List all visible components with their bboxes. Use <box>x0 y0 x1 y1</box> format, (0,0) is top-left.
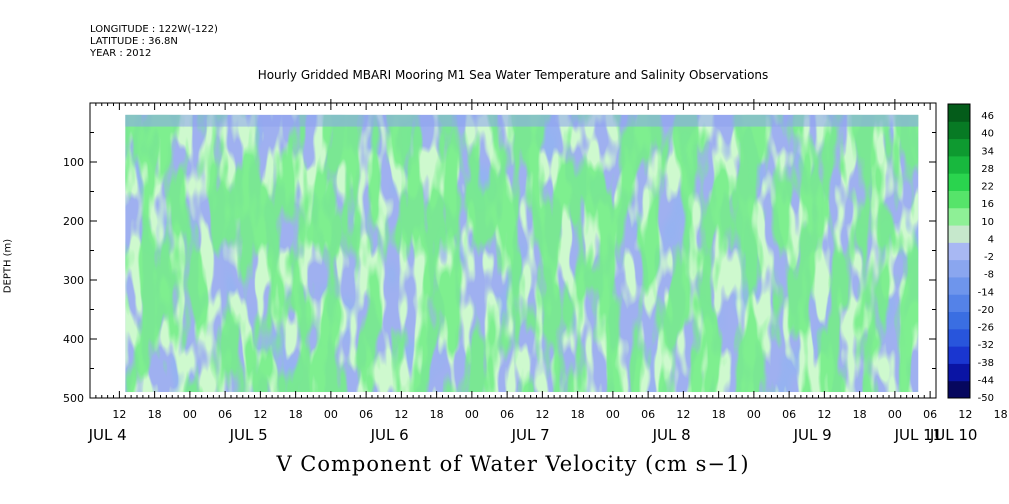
y-tick-label: 200 <box>63 215 84 228</box>
x-hour-tick-label: 12 <box>958 408 972 421</box>
colorbar-label: 4 <box>988 234 994 245</box>
colorbar-label: -44 <box>978 375 994 386</box>
colorbar-label: 10 <box>981 217 994 228</box>
colorbar-label: -14 <box>978 287 994 298</box>
colorbar-swatch <box>948 190 970 209</box>
colorbar-label: 40 <box>981 129 994 140</box>
colorbar-label: -20 <box>978 305 994 316</box>
colorbar-label: -26 <box>978 323 994 334</box>
x-hour-tick-label: 06 <box>923 408 937 421</box>
longitude-label: LONGITUDE : 122W(-122) <box>90 24 218 35</box>
x-day-label: JUL 6 <box>370 426 409 444</box>
chart-title: Hourly Gridded MBARI Mooring M1 Sea Wate… <box>257 68 769 82</box>
x-hour-tick-label: 06 <box>359 408 373 421</box>
colorbar-label: 34 <box>981 146 994 157</box>
colorbar-label: -50 <box>978 393 994 404</box>
colorbar-swatch <box>948 380 970 399</box>
colorbar-swatch <box>948 138 970 157</box>
y-tick-label: 300 <box>63 274 84 287</box>
x-hour-tick-label: 06 <box>782 408 796 421</box>
heatmap-surface-band <box>125 114 919 127</box>
colorbar-label: 16 <box>981 199 994 210</box>
latitude-label: LATITUDE : 36.8N <box>90 36 178 47</box>
x-hour-tick-label: 12 <box>676 408 690 421</box>
colorbar-swatch <box>948 259 970 278</box>
colorbar-swatch <box>948 276 970 295</box>
x-hour-tick-label: 12 <box>394 408 408 421</box>
colorbar-label: -8 <box>984 270 994 281</box>
colorbar-label: 28 <box>981 164 994 175</box>
x-hour-tick-label: 00 <box>324 408 338 421</box>
x-hour-tick-label: 18 <box>430 408 444 421</box>
x-hour-tick-label: 06 <box>641 408 655 421</box>
colorbar-swatch <box>948 311 970 330</box>
x-day-label: JUL 9 <box>793 426 832 444</box>
x-hour-tick-label: 12 <box>112 408 126 421</box>
colorbar-swatch <box>948 363 970 382</box>
x-day-label: JUL 5 <box>229 426 268 444</box>
x-hour-tick-label: 12 <box>253 408 267 421</box>
colorbar-swatch <box>948 346 970 364</box>
colorbar-label: 46 <box>981 111 994 122</box>
x-hour-tick-label: 18 <box>853 408 867 421</box>
colorbar-swatch <box>948 121 970 140</box>
colorbar-swatch <box>948 294 970 313</box>
x-hour-tick-label: 06 <box>218 408 232 421</box>
x-hour-tick-label: 18 <box>994 408 1008 421</box>
colorbar-swatch <box>948 225 970 243</box>
colorbar-label: 22 <box>981 182 994 193</box>
heatmap-green-field <box>125 114 919 393</box>
x-day-label: JUL 7 <box>511 426 550 444</box>
x-hour-tick-label: 18 <box>571 408 585 421</box>
x-axis-title: V Component of Water Velocity (cm s−1) <box>276 452 750 476</box>
year-label: YEAR : 2012 <box>90 48 152 59</box>
y-tick-label: 400 <box>63 333 84 346</box>
x-hour-tick-label: 06 <box>500 408 514 421</box>
x-hour-tick-label: 12 <box>817 408 831 421</box>
colorbar-swatch <box>948 155 970 174</box>
colorbar-frame <box>947 103 971 399</box>
x-hour-tick-label: 00 <box>606 408 620 421</box>
y-tick-label: 100 <box>63 156 84 169</box>
x-hour-tick-label: 00 <box>183 408 197 421</box>
x-hour-tick-label: 18 <box>289 408 303 421</box>
colorbar-label: -32 <box>978 340 994 351</box>
colorbar-swatch <box>948 173 970 191</box>
x-hour-tick-label: 00 <box>888 408 902 421</box>
y-tick-label: 500 <box>63 392 84 405</box>
colorbar-label: -38 <box>978 358 994 369</box>
colorbar-swatch <box>948 242 970 261</box>
x-day-label: JUL 8 <box>652 426 691 444</box>
colorbar-swatch <box>948 104 970 122</box>
x-hour-tick-label: 00 <box>465 408 479 421</box>
x-hour-tick-label: 00 <box>747 408 761 421</box>
colorbar-label: -2 <box>984 252 994 263</box>
x-hour-tick-label: 18 <box>712 408 726 421</box>
colorbar-swatch <box>948 207 970 226</box>
x-day-label: JUL 11 <box>894 426 943 444</box>
x-hour-tick-label: 18 <box>148 408 162 421</box>
x-day-label: JUL 10 <box>929 426 978 444</box>
x-hour-tick-label: 12 <box>535 408 549 421</box>
x-day-label: JUL 4 <box>88 426 127 444</box>
colorbar-swatch <box>948 328 970 347</box>
